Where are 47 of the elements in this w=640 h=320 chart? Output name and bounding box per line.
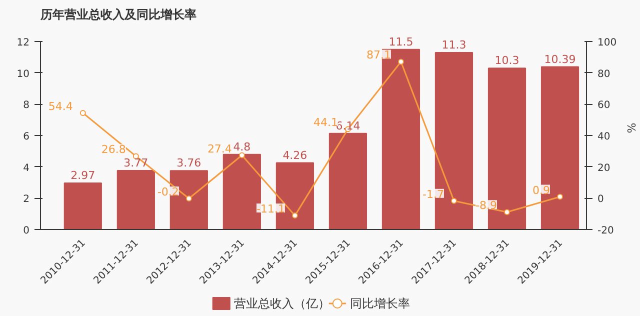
- data-label: 4.8: [233, 140, 251, 154]
- y2-axis-title: %: [624, 122, 638, 134]
- data-label: 10.39: [544, 52, 576, 66]
- data-label: 11.3: [442, 38, 466, 52]
- data-label: -8.9: [476, 199, 497, 212]
- point: [238, 152, 245, 158]
- legend-label: 营业总收入（亿）: [234, 296, 330, 310]
- data-label: 2.97: [70, 168, 96, 182]
- chart-title: 历年营业总收入及同比增长率: [40, 8, 196, 22]
- data-label: 44.1: [313, 116, 338, 130]
- bar: [116, 170, 155, 230]
- legend-label: 同比增长率: [350, 296, 410, 310]
- y-tick-label: 10: [16, 68, 30, 80]
- y2-tick-label: 60: [598, 100, 610, 112]
- point: [292, 212, 298, 219]
- y-tick-label: 4: [23, 162, 30, 174]
- data-label: 0.9: [532, 184, 550, 197]
- point: [556, 194, 563, 200]
- data-label: 27.4: [207, 142, 232, 156]
- data-label: -1.7: [422, 188, 444, 201]
- y2-tick-label: 100: [598, 38, 617, 49]
- data-label: 87.1: [366, 48, 391, 62]
- data-label: 3.76: [176, 156, 202, 170]
- y2-tick-label: 80: [598, 68, 610, 80]
- y2-tick-label: 40: [598, 132, 610, 143]
- bar: [64, 182, 102, 230]
- data-label: 4.26: [282, 148, 308, 162]
- point: [186, 195, 192, 202]
- y2-tick-label: 20: [598, 162, 610, 174]
- data-label: -0.2: [157, 185, 179, 198]
- y-tick-label: 8: [23, 100, 30, 112]
- data-label: 54.4: [48, 100, 73, 113]
- bar: [328, 132, 368, 230]
- y2-tick-label: -20: [598, 226, 614, 236]
- y-tick-label: 12: [16, 38, 30, 49]
- y-tick-label: 6: [23, 132, 30, 143]
- data-label: 26.8: [101, 143, 126, 156]
- point: [80, 110, 86, 116]
- y-tick-label: 2: [23, 194, 30, 206]
- point: [398, 58, 404, 65]
- data-label: 10.3: [494, 54, 520, 68]
- data-label: -11.1: [256, 202, 285, 216]
- y-tick-label: 0: [23, 226, 30, 236]
- y2-tick-label: 0: [598, 194, 604, 206]
- point: [450, 198, 457, 204]
- point: [504, 209, 510, 216]
- data-label: 11.5: [388, 35, 414, 48]
